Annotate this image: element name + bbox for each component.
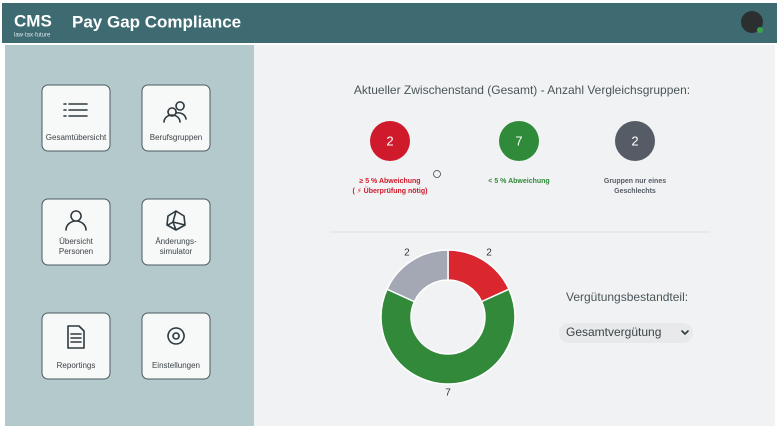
nav-label: Gesamtübersicht: [46, 133, 107, 142]
logo-tagline: law·tax·future: [14, 33, 51, 39]
count-badge: [499, 121, 539, 161]
nav-tile[interactable]: [141, 198, 211, 266]
chevron: [681, 330, 689, 335]
count-value: 2: [631, 133, 638, 148]
nav-label: Übersicht: [59, 237, 94, 246]
nav-tile[interactable]: [141, 312, 211, 380]
main-area: [254, 45, 775, 426]
filter-value: Gesamtvergütung: [566, 325, 661, 339]
nav-icon: [167, 327, 185, 345]
nav-tile[interactable]: [141, 84, 211, 152]
nav-label: Berufsgruppen: [150, 133, 202, 142]
filter-select[interactable]: [559, 323, 693, 343]
filter-label: Vergütungsbestandteil:: [566, 290, 688, 304]
app-title: Pay Gap Compliance: [72, 12, 241, 31]
count-label: ≥ 5 % Abweichung: [359, 178, 420, 185]
count-label: ( ⚡ Überprüfung nötig): [353, 186, 428, 195]
count-label: Geschlechts: [614, 188, 656, 195]
nav-icon: [163, 101, 187, 123]
nav-tile[interactable]: [41, 84, 111, 152]
count-value: 2: [386, 133, 393, 148]
summary-heading: Aktueller Zwischenstand (Gesamt) - Anzah…: [354, 83, 690, 97]
nav-label: Reportings: [57, 361, 96, 370]
nav-icon: [63, 103, 88, 117]
count-value: 7: [515, 133, 522, 148]
header-bar: [2, 3, 777, 43]
avatar[interactable]: [741, 11, 763, 33]
nav-icon: [166, 210, 186, 231]
count-label: < 5 % Abweichung: [488, 178, 549, 185]
nav-tile[interactable]: [41, 312, 111, 380]
count-badge: [615, 121, 655, 161]
nav-icon: [65, 210, 87, 231]
donut-segment: [380, 288, 516, 385]
data-label: 2: [486, 248, 492, 259]
nav-tile[interactable]: [41, 198, 111, 266]
status-dot: [757, 27, 763, 33]
nav-icon: [67, 325, 85, 349]
count-badge: [370, 121, 410, 161]
donut-segment: [386, 249, 449, 303]
nav-label: Änderungs-: [155, 237, 197, 246]
logo: CMS: [14, 11, 52, 30]
nav-label: Personen: [59, 247, 93, 256]
data-label: 7: [445, 388, 451, 399]
info-icon[interactable]: [433, 170, 441, 178]
nav-label: simulator: [160, 247, 193, 256]
count-label: Gruppen nur eines: [604, 178, 666, 185]
data-label: 2: [404, 248, 410, 259]
nav-label: Einstellungen: [152, 361, 200, 370]
